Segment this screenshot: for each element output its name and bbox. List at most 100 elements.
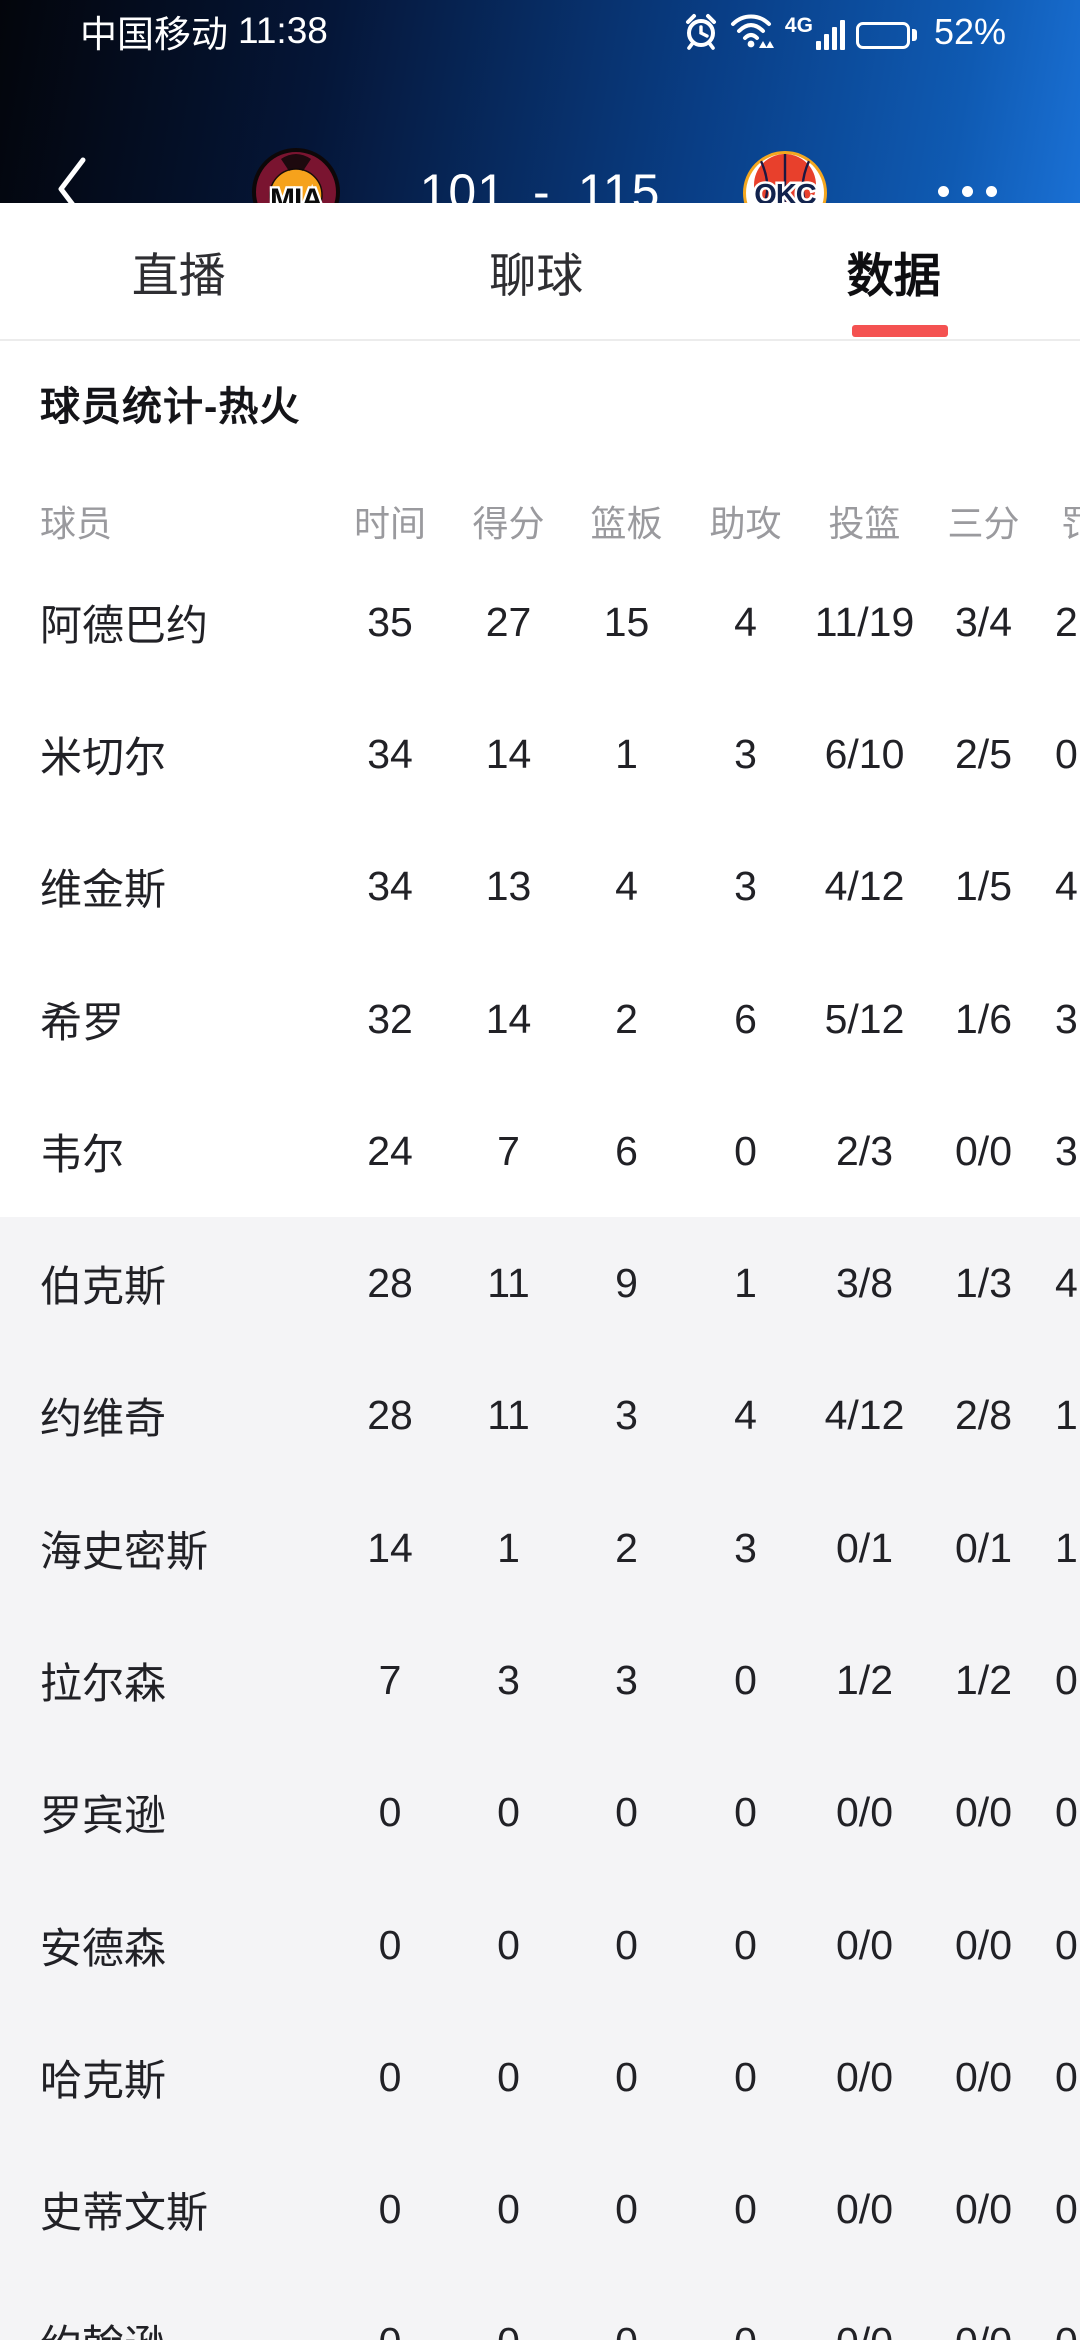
wifi-icon bbox=[730, 12, 774, 50]
stat-points: 27 bbox=[485, 598, 532, 645]
player-name: 海史密斯 bbox=[40, 1527, 209, 1575]
player-name: 哈克斯 bbox=[40, 2056, 167, 2104]
stats-section: 球员统计-热火 球员 时间 得分 篮板 助攻 投篮 三分 罚球 阿德巴约3527… bbox=[0, 385, 1080, 2340]
alarm-icon bbox=[683, 12, 719, 50]
stat-fg: 11/19 bbox=[814, 598, 915, 645]
stat-points: 14 bbox=[485, 730, 532, 777]
stat-points: 11 bbox=[487, 1392, 530, 1439]
stat-3pt: 1/2 bbox=[955, 1657, 1012, 1704]
player-name: 约翰逊 bbox=[0, 2312, 330, 2340]
stat-rebounds: 3 bbox=[615, 1392, 638, 1439]
col-header-minutes: 时间 bbox=[353, 503, 426, 544]
stat-ft: 0 bbox=[1055, 2053, 1078, 2100]
table-row: 拉尔森 7 3 3 0 1/2 1/2 0 bbox=[0, 1614, 1080, 1747]
stat-fg: 0/1 bbox=[836, 1524, 893, 1571]
stat-3pt: 2/8 bbox=[955, 1392, 1012, 1439]
stat-assists: 6 bbox=[734, 995, 757, 1042]
stat-fg: 2/3 bbox=[836, 1127, 893, 1174]
table-row: 希罗 32 14 2 6 5/12 1/6 3 bbox=[0, 953, 1080, 1085]
table-row: 阿德巴约 35 27 15 4 11/19 3/4 2 bbox=[0, 556, 1080, 688]
stat-assists: 0 bbox=[734, 1657, 757, 1704]
col-header-3pt: 三分 bbox=[947, 503, 1020, 544]
col-header-rebounds: 篮板 bbox=[590, 503, 663, 544]
stat-rebounds: 2 bbox=[615, 995, 638, 1042]
stat-minutes: 0 bbox=[330, 2319, 450, 2340]
stat-points: 0 bbox=[497, 1789, 520, 1836]
stat-assists: 3 bbox=[734, 730, 757, 777]
stat-ft: 3 bbox=[1055, 1127, 1078, 1174]
stat-ft: 4 bbox=[1055, 1260, 1078, 1307]
table-body: 阿德巴约 35 27 15 4 11/19 3/4 2 米切尔 34 14 1 3 6/10 2/5 0 维金斯… bbox=[0, 556, 1080, 2340]
stat-3pt: 1/3 bbox=[955, 1260, 1012, 1307]
stat-3pt: 0/1 bbox=[955, 1524, 1012, 1571]
stat-points: 13 bbox=[485, 863, 532, 910]
stat-ft: 0 bbox=[1055, 730, 1078, 777]
stat-minutes: 34 bbox=[367, 863, 413, 910]
stat-ft: 1 bbox=[1055, 1524, 1078, 1571]
stat-points: 0 bbox=[450, 2319, 567, 2340]
stat-ft: 1 bbox=[1055, 1392, 1078, 1439]
tab-data[interactable]: 数据 bbox=[846, 248, 941, 302]
table-row: 约维奇 28 11 3 4 4/12 2/8 1 bbox=[0, 1349, 1080, 1483]
tab-chat[interactable]: 聊球 bbox=[489, 248, 584, 302]
tab-live[interactable]: 直播 bbox=[131, 248, 226, 302]
stat-3pt: 0/0 bbox=[955, 2186, 1012, 2233]
stat-rebounds: 9 bbox=[615, 1260, 638, 1307]
battery-percent: 52% bbox=[933, 10, 1006, 52]
col-header-points: 得分 bbox=[472, 503, 545, 544]
stat-assists: 0 bbox=[686, 2319, 805, 2340]
battery-icon bbox=[855, 21, 917, 49]
stat-ft: 4 bbox=[1055, 863, 1078, 910]
stat-minutes: 24 bbox=[367, 1127, 413, 1174]
stat-rebounds: 15 bbox=[603, 598, 650, 645]
stat-3pt: 0/0 bbox=[924, 2319, 1043, 2340]
stat-minutes: 34 bbox=[367, 730, 413, 777]
player-name: 史蒂文斯 bbox=[40, 2189, 209, 2237]
stat-3pt: 0/0 bbox=[955, 2053, 1012, 2100]
player-name: 希罗 bbox=[40, 998, 125, 1046]
player-name: 阿德巴约 bbox=[40, 601, 209, 649]
stat-3pt: 0/0 bbox=[955, 1921, 1012, 1968]
table-row: 海史密斯 14 1 2 3 0/1 0/1 1 bbox=[0, 1482, 1080, 1615]
stat-ft: 0 bbox=[1055, 1921, 1078, 1968]
status-left: 中国移动 11:38 bbox=[80, 4, 328, 58]
stat-rebounds: 1 bbox=[615, 730, 638, 777]
stat-fg: 0/0 bbox=[836, 1789, 893, 1836]
carrier-label: 中国移动 bbox=[80, 13, 228, 55]
nav-bar: MIA 101 - 115 bbox=[0, 55, 1080, 236]
stat-points: 0 bbox=[497, 2053, 520, 2100]
stat-3pt: 1/5 bbox=[955, 863, 1012, 910]
stat-minutes: 0 bbox=[378, 2186, 402, 2233]
stat-fg: 5/12 bbox=[824, 995, 905, 1042]
status-bar: 中国移动 11:38 bbox=[0, 0, 1080, 55]
app-header: 中国移动 11:38 bbox=[0, 0, 1080, 236]
stat-minutes: 0 bbox=[378, 1921, 402, 1968]
stat-assists: 4 bbox=[734, 1392, 757, 1439]
more-button[interactable] bbox=[938, 186, 997, 197]
section-title: 球员统计-热火 bbox=[40, 385, 301, 429]
stat-points: 11 bbox=[487, 1260, 530, 1307]
col-header-player: 球员 bbox=[40, 503, 113, 544]
player-name: 韦尔 bbox=[40, 1130, 125, 1178]
table-row: 哈克斯 0 0 0 0 0/0 0/0 0 bbox=[0, 2011, 1080, 2144]
player-name: 约维奇 bbox=[40, 1395, 167, 1443]
stat-minutes: 7 bbox=[378, 1657, 402, 1704]
stat-fg: 0/0 bbox=[836, 2053, 893, 2100]
stat-fg: 0/0 bbox=[805, 2319, 924, 2340]
table-row: 维金斯 34 13 4 3 4/12 1/5 4 bbox=[0, 821, 1080, 953]
table-row: 史蒂文斯 0 0 0 0 0/0 0/0 0 bbox=[0, 2143, 1080, 2276]
table-header-row: 球员 时间 得分 篮板 助攻 投篮 三分 罚球 bbox=[0, 486, 1080, 556]
active-tab-underline bbox=[852, 325, 948, 337]
ellipsis-icon bbox=[938, 186, 949, 197]
clock-label: 11:38 bbox=[238, 9, 328, 51]
player-name: 维金斯 bbox=[40, 866, 167, 914]
stat-rebounds: 0 bbox=[615, 1921, 638, 1968]
stat-assists: 0 bbox=[734, 2053, 757, 2100]
stat-minutes: 28 bbox=[367, 1260, 413, 1307]
stat-assists: 1 bbox=[734, 1260, 757, 1307]
stat-assists: 0 bbox=[734, 1789, 757, 1836]
stat-ft: 0 bbox=[1055, 1657, 1078, 1704]
stat-rebounds: 3 bbox=[615, 1657, 638, 1704]
table-row: 韦尔 24 7 6 0 2/3 0/0 3 bbox=[0, 1085, 1080, 1217]
col-header-fg: 投篮 bbox=[828, 503, 901, 544]
